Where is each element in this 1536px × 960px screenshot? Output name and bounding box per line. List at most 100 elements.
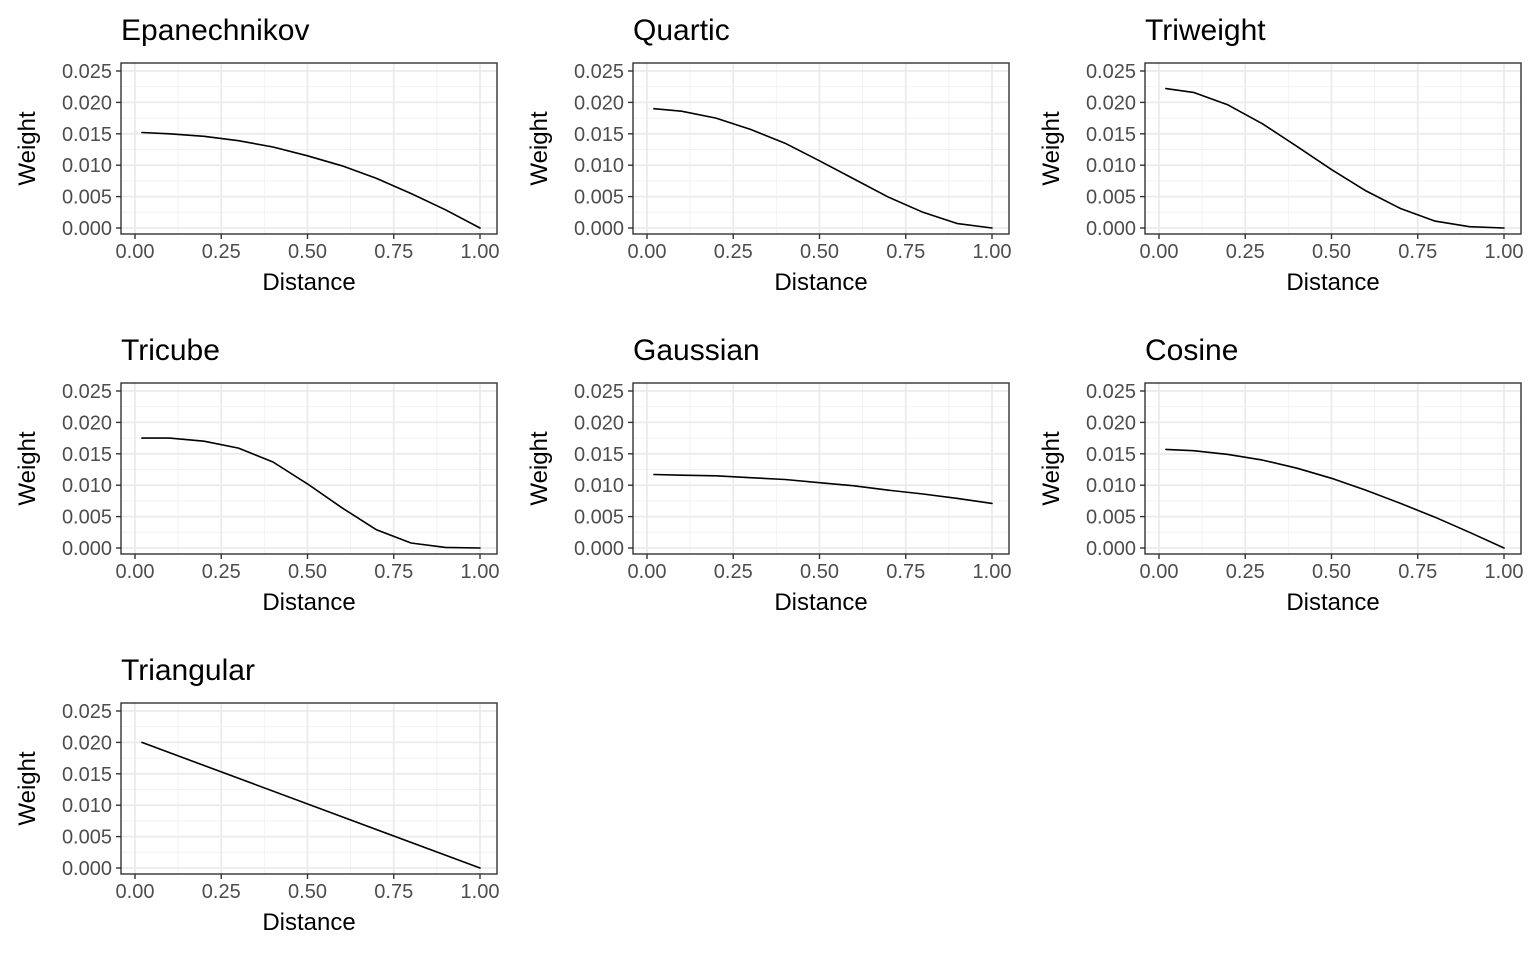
y-tick-label: 0.025 [574,61,624,83]
x-tick-label: 0.50 [288,881,327,903]
series-line [653,473,993,505]
x-tick-label: 0.50 [1312,241,1351,263]
panel-background [121,703,497,874]
x-axis-label: Distance [774,589,867,616]
gridlines [121,703,497,874]
panel-border [1144,382,1522,555]
x-tick-label: 1.00 [461,561,500,583]
x-tick-label: 0.25 [202,241,241,263]
y-tick-label: 0.005 [574,507,624,529]
x-tick-label: 1.00 [461,881,500,903]
y-tick-label: 0.000 [62,218,112,240]
panel-tricube: 0.00 0.25 0.50 0.75 1.00 0.000 0.005 0.010 0.015… [14,334,499,616]
x-tick-label: 0.25 [202,561,241,583]
panel-background [121,63,497,234]
x-tick-label: 0.25 [714,241,753,263]
x-tick-label: 0.00 [1140,241,1179,263]
panel-border [632,382,1010,555]
x-axis-label: Distance [1286,589,1379,616]
y-tick-label: 0.015 [62,124,112,146]
y-tick-label: 0.015 [574,444,624,466]
y-tick-label: 0.025 [62,701,112,723]
panel-title: Triweight [1145,14,1266,47]
y-tick-label: 0.010 [62,155,112,177]
y-tick-label: 0.020 [1086,92,1136,114]
y-tick-label: 0.015 [62,764,112,786]
gridlines [633,63,1009,234]
y-tick-label: 0.005 [62,827,112,849]
y-tick-label: 0.020 [574,412,624,434]
x-tick-label: 1.00 [1485,241,1524,263]
panel-background [633,63,1009,234]
y-axis-label: Weight [1038,111,1065,186]
x-tick-label: 0.75 [886,561,925,583]
y-axis-label: Weight [14,751,41,826]
panel-border [120,382,498,555]
panel-background [1145,383,1521,554]
gridlines [633,383,1009,554]
panel-quartic: 0.00 0.25 0.50 0.75 1.00 0.000 0.005 0.010 0.015… [526,14,1011,296]
x-tick-label: 0.50 [800,241,839,263]
panel-background [633,383,1009,554]
x-axis-label: Distance [262,269,355,296]
panel-title: Tricube [121,334,220,367]
y-axis-label: Weight [14,111,41,186]
y-tick-label: 0.000 [1086,218,1136,240]
x-tick-label: 0.00 [116,561,155,583]
y-tick-label: 0.005 [62,507,112,529]
panel-epanechnikov: 0.00 0.25 0.50 0.75 1.00 0.000 0.005 0.010 0.015… [14,14,499,296]
gridlines [1145,63,1521,234]
x-tick-label: 0.00 [628,241,667,263]
series-line [141,741,481,869]
y-tick-label: 0.010 [1086,155,1136,177]
y-tick-label: 0.000 [574,538,624,560]
gridlines [1145,383,1521,554]
y-tick-label: 0.020 [62,92,112,114]
y-tick-label: 0.015 [574,124,624,146]
y-tick-label: 0.000 [1086,538,1136,560]
gridlines [121,63,497,234]
x-tick-label: 0.00 [116,241,155,263]
x-axis-label: Distance [1286,269,1379,296]
panel-cosine: 0.00 0.25 0.50 0.75 1.00 0.000 0.005 0.010 0.015… [1038,334,1523,616]
y-tick-label: 0.010 [1086,475,1136,497]
y-tick-label: 0.025 [574,381,624,403]
x-tick-label: 0.50 [1312,561,1351,583]
x-tick-label: 0.25 [1226,561,1265,583]
y-tick-label: 0.020 [62,732,112,754]
series-line [141,437,481,549]
x-tick-label: 0.50 [800,561,839,583]
panel-title: Gaussian [633,334,760,367]
x-tick-label: 1.00 [1485,561,1524,583]
y-tick-label: 0.000 [62,538,112,560]
panel-title: Cosine [1145,334,1238,367]
y-tick-label: 0.010 [62,475,112,497]
y-tick-label: 0.025 [62,381,112,403]
panel-border [1144,62,1522,235]
y-axis-label: Weight [1038,431,1065,506]
x-tick-label: 1.00 [461,241,500,263]
y-tick-label: 0.010 [574,155,624,177]
y-tick-label: 0.020 [1086,412,1136,434]
y-tick-label: 0.010 [574,475,624,497]
y-axis-label: Weight [526,111,553,186]
y-tick-label: 0.005 [62,187,112,209]
x-tick-label: 1.00 [973,561,1012,583]
x-tick-label: 0.75 [374,561,413,583]
x-tick-label: 0.00 [116,881,155,903]
panel-gaussian: 0.00 0.25 0.50 0.75 1.00 0.000 0.005 0.010 0.015… [526,334,1011,616]
series-line [141,131,481,229]
series-line [1165,448,1505,549]
y-tick-label: 0.020 [62,412,112,434]
panel-border [632,62,1010,235]
y-tick-label: 0.025 [1086,61,1136,83]
panel-background [1145,63,1521,234]
x-tick-label: 0.75 [886,241,925,263]
panel-border [120,702,498,875]
y-tick-label: 0.000 [574,218,624,240]
x-axis-label: Distance [262,589,355,616]
y-tick-label: 0.020 [574,92,624,114]
y-tick-label: 0.005 [1086,187,1136,209]
series-line [653,107,993,229]
